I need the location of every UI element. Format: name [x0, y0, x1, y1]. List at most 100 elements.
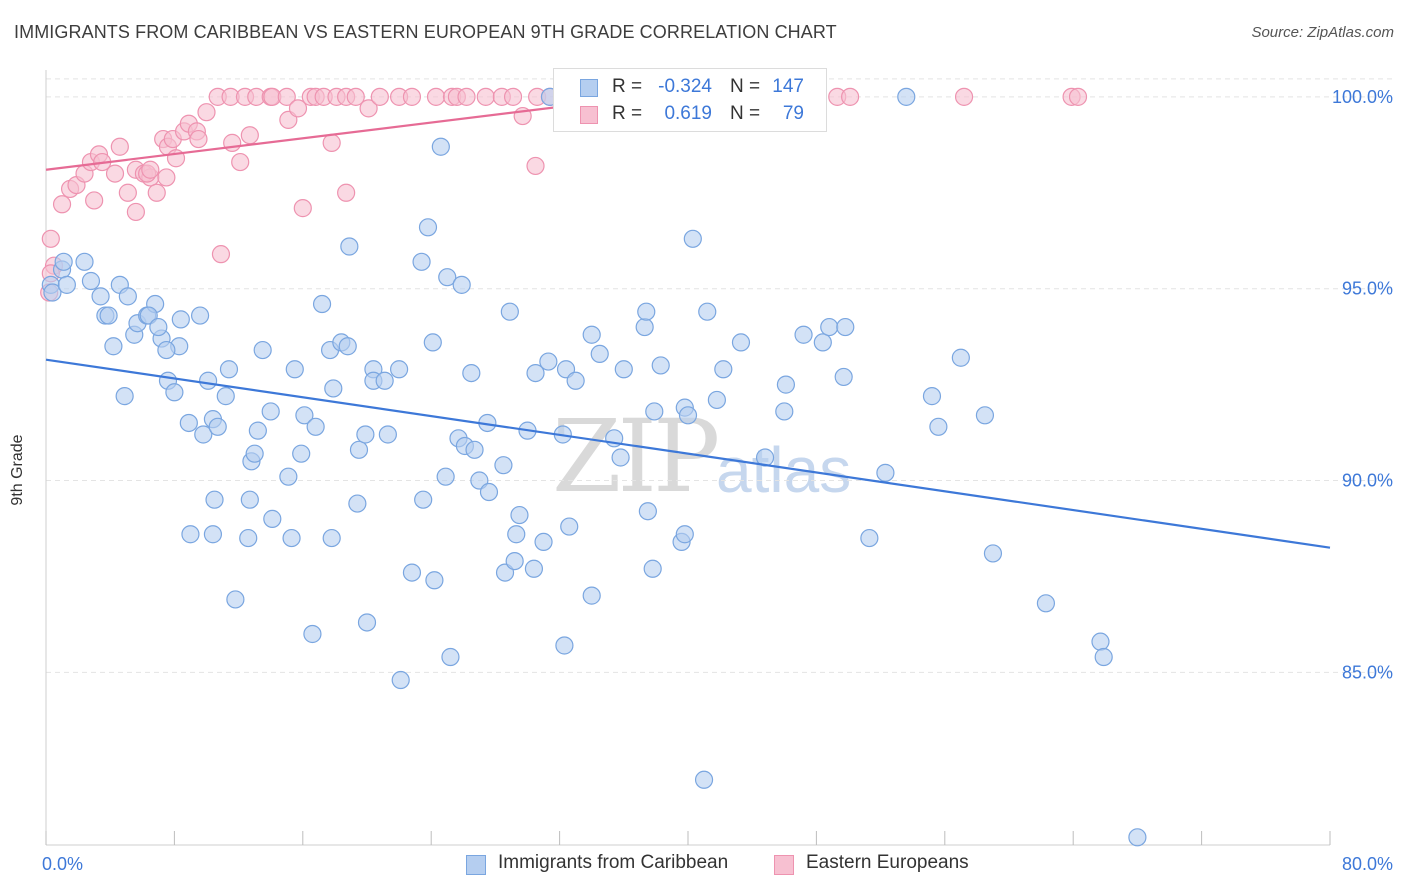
caribbean-point — [675, 525, 694, 544]
caribbean-point — [698, 302, 717, 321]
caribbean-point — [54, 252, 73, 271]
caribbean-point — [402, 563, 422, 582]
series-legend: Immigrants from Caribbean Eastern Europe… — [0, 852, 1406, 878]
caribbean-point — [285, 360, 304, 379]
caribbean-point — [714, 360, 733, 379]
caribbean-point — [340, 237, 359, 256]
caribbean-point — [425, 571, 444, 590]
caribbean-point — [324, 379, 343, 398]
legend-n-value: 79 — [782, 103, 804, 124]
legend-n-value: 147 — [772, 76, 804, 97]
legend-row-eastern-europeans: R = 0.619 N = 79 — [554, 100, 826, 128]
series-swatch-caribbean — [466, 855, 486, 875]
y-tick-label: 95.0% — [1342, 279, 1393, 299]
caribbean-point — [306, 417, 325, 436]
caribbean-point — [836, 317, 855, 337]
caribbean-point — [149, 317, 168, 337]
legend-r-label: R = — [612, 103, 643, 124]
caribbean-point — [349, 440, 369, 459]
eastern-european-point — [346, 87, 365, 106]
caribbean-point — [295, 406, 314, 425]
caribbean-point — [378, 425, 397, 444]
eastern-european-point — [110, 137, 129, 156]
caribbean-point — [860, 528, 879, 548]
caribbean-point — [775, 402, 794, 421]
caribbean-point — [897, 87, 916, 106]
caribbean-point — [322, 528, 341, 548]
caribbean-point — [99, 306, 118, 325]
caribbean-point — [1091, 632, 1110, 651]
eastern-european-point — [359, 99, 378, 118]
caribbean-point — [431, 137, 450, 156]
eastern-european-point — [288, 99, 308, 118]
caribbean-point — [776, 375, 796, 394]
eastern-european-point — [426, 87, 446, 106]
watermark-atlas: atlas — [716, 434, 852, 506]
caribbean-point — [190, 306, 210, 325]
caribbean-point — [348, 494, 367, 513]
eastern-european-point — [457, 87, 476, 106]
legend-r-value: 0.619 — [664, 103, 712, 124]
eastern-european-point — [211, 245, 231, 264]
caribbean-point — [452, 275, 471, 294]
caribbean-point — [418, 218, 438, 237]
correlation-legend: R = -0.324 N = 147 R = 0.619 N = 79 — [553, 68, 827, 132]
caribbean-point — [1036, 594, 1056, 613]
caribbean-point — [1128, 828, 1147, 847]
eastern-european-point — [105, 164, 125, 183]
caribbean-point — [611, 448, 630, 467]
caribbean-point — [500, 302, 519, 321]
caribbean-point — [510, 505, 529, 525]
caribbean-point — [282, 528, 301, 548]
caribbean-point — [179, 413, 198, 433]
caribbean-trend-line — [45, 358, 1331, 549]
caribbean-point — [253, 340, 272, 360]
eastern-european-point — [141, 160, 160, 179]
caribbean-point — [292, 444, 311, 463]
caribbean-point — [303, 624, 322, 644]
caribbean-point — [643, 559, 662, 578]
caribbean-point — [526, 363, 545, 383]
caribbean-point — [614, 360, 633, 379]
y-tick-label: 90.0% — [1342, 471, 1393, 491]
caribbean-point — [582, 586, 601, 605]
legend-r-value: -0.324 — [658, 76, 712, 97]
caribbean-point — [75, 252, 94, 271]
caribbean-point — [412, 252, 431, 271]
x-tick-label: 0.0% — [42, 854, 83, 874]
caribbean-point — [820, 317, 839, 337]
eastern-european-point — [231, 152, 250, 172]
eastern-european-point — [197, 103, 216, 122]
caribbean-point — [582, 325, 601, 344]
caribbean-point — [390, 360, 409, 379]
eastern-european-point — [954, 87, 974, 106]
legend-n-label: N = — [730, 76, 761, 97]
caribbean-point — [922, 387, 942, 406]
eastern-european-point — [277, 87, 296, 106]
caribbean-point — [205, 490, 224, 509]
caribbean-point — [104, 337, 123, 356]
series-label-eastern-europeans: Eastern Europeans — [806, 852, 969, 873]
legend-swatch-caribbean — [580, 79, 598, 97]
caribbean-point — [181, 525, 200, 544]
caribbean-point — [590, 344, 609, 364]
legend-swatch-eastern-europeans — [580, 106, 598, 124]
caribbean-point — [203, 525, 223, 544]
caribbean-point — [338, 337, 357, 356]
caribbean-point — [157, 340, 176, 360]
caribbean-point — [356, 425, 375, 444]
caribbean-point — [683, 229, 702, 248]
caribbean-point — [975, 406, 995, 425]
caribbean-point — [794, 325, 813, 344]
eastern-european-point — [189, 129, 208, 149]
caribbean-point — [637, 302, 656, 321]
chart-title: IMMIGRANTS FROM CARIBBEAN VS EASTERN EUR… — [14, 22, 837, 42]
caribbean-point — [678, 406, 698, 425]
caribbean-point — [115, 387, 134, 406]
caribbean-point — [438, 268, 457, 287]
caribbean-point — [462, 363, 481, 383]
eastern-european-point — [118, 183, 137, 202]
eastern-european-point — [841, 87, 860, 106]
caribbean-point — [248, 421, 267, 440]
